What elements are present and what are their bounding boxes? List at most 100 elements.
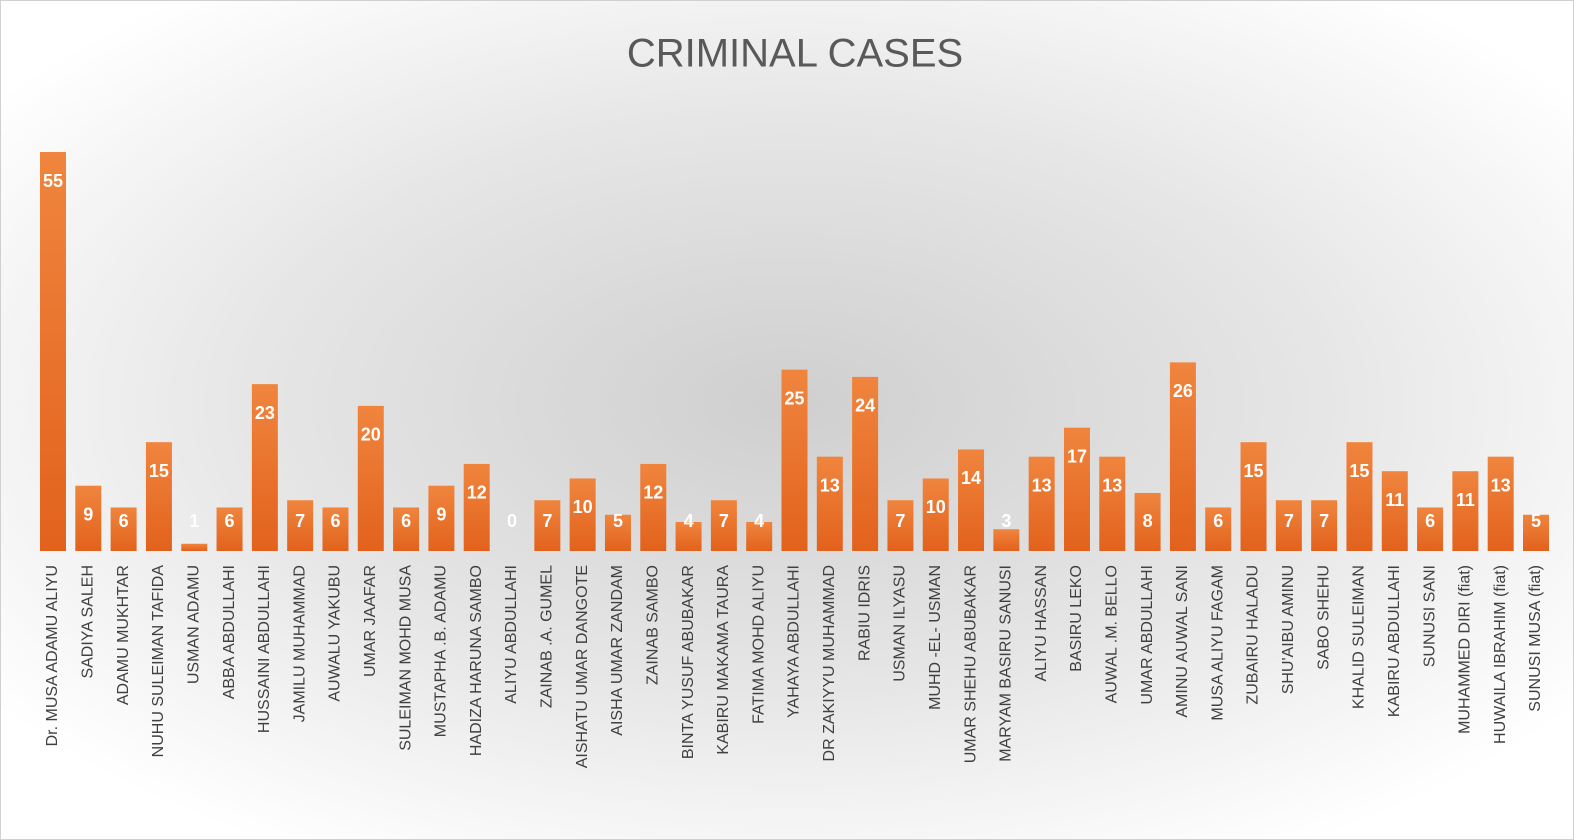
x-tick-label: MARYAM BASIRU SANUSI	[998, 565, 1015, 762]
bar	[428, 485, 455, 551]
x-tick-label: ZAINAB .A. GUMEL	[539, 565, 556, 708]
data-label: 8	[1143, 511, 1153, 531]
bar	[1452, 471, 1479, 551]
data-label: 9	[83, 504, 93, 524]
bar	[1099, 456, 1126, 551]
data-label: 3	[1001, 511, 1011, 531]
x-tick-label: UMAR SHEHU ABUBAKAR	[962, 565, 979, 763]
data-label: 17	[1067, 446, 1087, 466]
bar	[1275, 500, 1302, 551]
x-tick-label: HUWAILA IBRAHIM (fiat)	[1492, 565, 1509, 744]
x-tick-label: UMAR ABDULLAHI	[1139, 565, 1156, 705]
bar	[251, 384, 278, 551]
x-tick-label: SHU'AIBU AMINU	[1280, 565, 1297, 694]
x-tick-label: MUSTAPHA .B. ADAMU	[433, 565, 450, 737]
data-label: 55	[43, 171, 63, 191]
bar	[781, 369, 808, 551]
x-tick-label: MUHAMMED DIRI (fiat)	[1457, 565, 1474, 734]
data-label: 13	[1032, 475, 1052, 495]
data-label: 7	[542, 511, 552, 531]
bar	[216, 507, 243, 551]
data-label: 6	[330, 511, 340, 531]
bar	[287, 500, 314, 551]
bar	[640, 463, 667, 551]
bar	[675, 521, 702, 551]
x-tick-label: BASIRU LEKO	[1068, 565, 1085, 672]
bar	[569, 478, 596, 551]
x-tick-label: USMAN ADAMU	[185, 565, 202, 684]
bar	[922, 478, 949, 551]
x-tick-label: AISHA UMAR ZANDAM	[609, 565, 626, 736]
bar	[1205, 507, 1232, 551]
data-label: 4	[684, 511, 694, 531]
bar	[887, 500, 914, 551]
bar	[393, 507, 420, 551]
data-label: 24	[855, 396, 875, 416]
bar	[1028, 456, 1055, 551]
x-tick-label: ABBA ABDULLAHI	[221, 565, 238, 699]
data-label: 6	[1425, 511, 1435, 531]
bar	[993, 529, 1020, 551]
bar	[852, 376, 879, 551]
bar	[604, 514, 631, 551]
x-tick-label: AISHATU UMAR DANGOTE	[574, 565, 591, 768]
bar	[746, 521, 773, 551]
data-label: 0	[507, 511, 517, 531]
data-label: 6	[119, 511, 129, 531]
bar	[110, 507, 137, 551]
data-label: 26	[1173, 381, 1193, 401]
x-tick-label: SABO SHEHU	[1315, 565, 1332, 670]
chart-title: CRIMINAL CASES	[627, 32, 963, 76]
bar	[710, 500, 737, 551]
data-label: 6	[401, 511, 411, 531]
data-label: 6	[225, 511, 235, 531]
x-tick-label: Dr. MUSA ADAMU ALIYU	[44, 565, 61, 746]
bar	[1240, 442, 1267, 551]
x-tick-label: SUNUSI MUSA (fiat)	[1527, 565, 1544, 712]
data-label: 4	[754, 511, 764, 531]
data-label: 11	[1456, 490, 1475, 510]
data-label: 7	[895, 511, 905, 531]
x-tick-label: ALIYU HASSAN	[1033, 565, 1050, 681]
data-label: 7	[1284, 511, 1294, 531]
bar	[1311, 500, 1338, 551]
data-label: 12	[643, 483, 663, 503]
x-tick-label: USMAN ILYASU	[892, 565, 909, 682]
data-label: 13	[1491, 475, 1511, 495]
x-tick-label: SULEIMAN MOHD MUSA	[397, 565, 414, 751]
data-label: 9	[436, 504, 446, 524]
bar	[1417, 507, 1444, 551]
x-tick-label: HUSSAINI ABDULLAHI	[256, 565, 273, 733]
data-label: 23	[255, 403, 275, 423]
x-tick-label: MUHD -EL- USMAN	[927, 565, 944, 710]
x-tick-label: AUWALU YAKUBU	[327, 565, 344, 702]
data-label: 15	[1244, 461, 1264, 481]
x-tick-label: NUHU SULEIMAN TAFIDA	[150, 565, 167, 758]
x-tick-label: ADAMU MUKHTAR	[115, 565, 132, 705]
x-tick-label: JAMILU MUHAMMAD	[291, 565, 308, 722]
bar	[463, 463, 490, 551]
data-label: 12	[467, 483, 487, 503]
data-label: 10	[926, 497, 946, 517]
data-label: 15	[149, 461, 169, 481]
bar	[1063, 427, 1090, 551]
x-tick-label: SADIYA SALEH	[80, 565, 97, 679]
data-label: 7	[295, 511, 305, 531]
bar	[1487, 456, 1514, 551]
x-tick-label: ZAINAB SAMBO	[644, 565, 661, 685]
bar	[534, 500, 561, 551]
x-tick-label: AMINU AUWAL SANI	[1174, 565, 1191, 718]
data-label: 5	[1531, 511, 1541, 531]
x-tick-label: ALIYU ABDULLAHI	[503, 565, 520, 704]
data-label: 20	[361, 425, 381, 445]
x-tick-label: KHALID SULEIMAN	[1351, 565, 1368, 709]
x-tick-label: KABIRU MAKAMA TAURA	[715, 565, 732, 755]
data-label: 13	[820, 475, 840, 495]
data-label: 15	[1349, 461, 1369, 481]
bar	[40, 152, 66, 551]
x-tick-label: RABIU IDRIS	[856, 565, 873, 661]
x-tick-label: SUNUSI SANI	[1421, 565, 1438, 667]
data-label: 14	[961, 468, 981, 488]
x-tick-label: BINTA YUSUF ABUBAKAR	[680, 565, 697, 759]
